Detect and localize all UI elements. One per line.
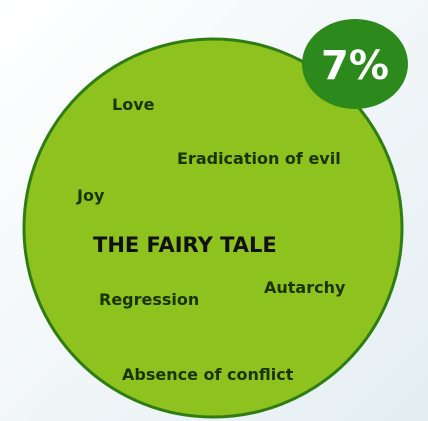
word: Autarchy: [264, 278, 346, 297]
title: THE FAIRY TALE: [93, 233, 277, 257]
word: Joy: [76, 186, 105, 205]
word: Regression: [99, 290, 199, 309]
word: Love: [112, 95, 155, 114]
word: Absence of conflict: [122, 365, 294, 384]
word: Eradication of evil: [177, 149, 341, 168]
badge-text: 7%: [321, 43, 389, 89]
badge: [302, 19, 408, 109]
main-circle: [22, 37, 404, 419]
